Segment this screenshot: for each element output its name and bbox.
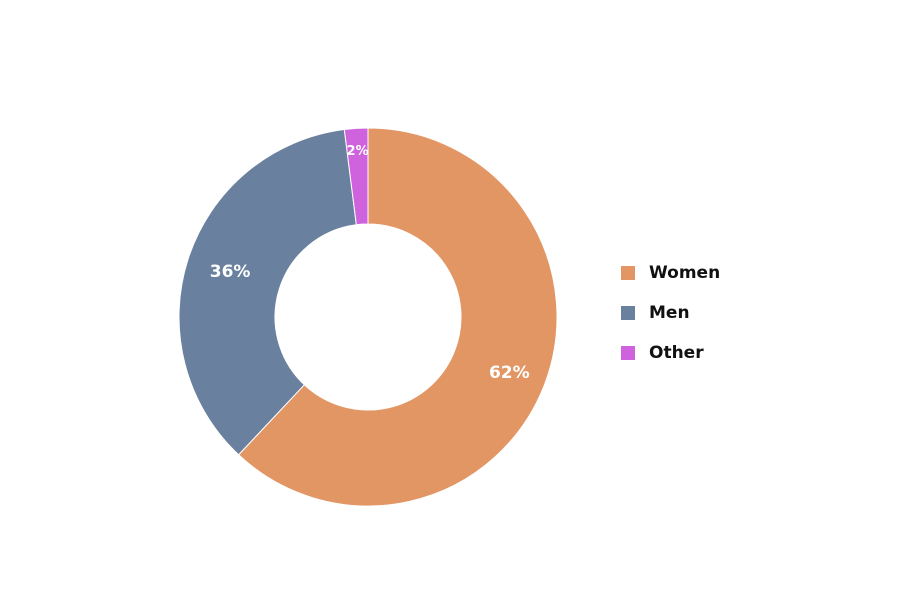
chart-legend: Women Men Other	[621, 261, 720, 381]
donut-slice-labels: 62% 36% 2%	[210, 144, 530, 383]
legend-item-men[interactable]: Men	[621, 301, 720, 325]
legend-item-other[interactable]: Other	[621, 341, 720, 365]
legend-label-women: Women	[649, 263, 721, 283]
donut-slice-men[interactable]	[178, 128, 357, 456]
legend-swatch-women	[621, 266, 635, 280]
legend-swatch-men	[621, 306, 635, 320]
donut-slice-other[interactable]	[343, 127, 369, 226]
donut-slice-women[interactable]	[237, 127, 558, 507]
slice-label-women: 62%	[489, 363, 530, 383]
legend-label-other: Other	[649, 343, 704, 363]
legend-item-women[interactable]: Women	[621, 261, 720, 285]
donut-slices	[178, 127, 558, 507]
legend-label-men: Men	[649, 303, 690, 323]
slice-label-other: 2%	[347, 144, 369, 159]
slice-label-men: 36%	[210, 262, 251, 282]
legend-swatch-other	[621, 346, 635, 360]
